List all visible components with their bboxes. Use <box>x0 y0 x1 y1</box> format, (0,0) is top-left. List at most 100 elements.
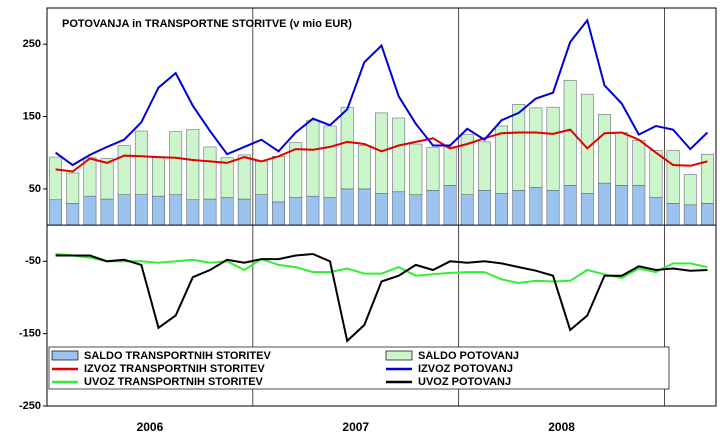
bar <box>357 145 371 190</box>
bar <box>477 190 491 226</box>
bar <box>254 161 268 195</box>
bar <box>169 131 183 195</box>
bar <box>512 103 526 191</box>
bar <box>237 154 251 200</box>
bar <box>134 130 148 195</box>
bar <box>323 197 337 226</box>
bar <box>546 190 560 226</box>
bar <box>700 203 714 226</box>
bar <box>392 117 406 193</box>
bar <box>220 197 234 226</box>
bar <box>529 107 543 188</box>
bar <box>169 194 183 226</box>
bar <box>323 125 337 198</box>
bar <box>512 190 526 226</box>
bar <box>460 134 474 195</box>
bar <box>203 198 217 226</box>
bar <box>529 187 543 226</box>
bar <box>83 157 97 197</box>
bar <box>649 150 663 198</box>
legend-box <box>48 346 670 390</box>
bar <box>649 197 663 226</box>
bar <box>134 194 148 226</box>
bar <box>306 195 320 226</box>
line-series <box>55 128 708 173</box>
bar <box>683 204 697 226</box>
bar <box>220 157 234 198</box>
bar <box>632 185 646 226</box>
bar <box>254 194 268 226</box>
legend-label: SALDO TRANSPORTNIH STORITEV <box>84 350 271 362</box>
bar <box>66 203 80 226</box>
bar <box>357 188 371 226</box>
bar <box>186 129 200 201</box>
bar <box>340 188 354 226</box>
bar <box>409 194 423 226</box>
legend-label: UVOZ TRANSPORTNIH STORITEV <box>84 376 264 388</box>
bar <box>340 106 354 190</box>
bar <box>495 193 509 226</box>
legend-label: IZVOZ POTOVANJ <box>418 363 513 375</box>
bar <box>152 195 165 226</box>
bar <box>306 119 320 197</box>
y-tick-label: -250 <box>19 400 41 412</box>
legend-swatch <box>51 350 79 361</box>
bar <box>563 185 577 226</box>
bar <box>409 143 423 195</box>
bar <box>203 146 217 200</box>
bar <box>49 156 63 201</box>
line-series <box>55 253 708 285</box>
bar <box>83 195 97 226</box>
bar <box>666 150 680 204</box>
legend-swatch <box>385 350 413 361</box>
bar <box>426 147 440 191</box>
line-series <box>55 252 708 343</box>
chart-title: POTOVANJA in TRANSPORTNE STORITVE (v mio… <box>62 18 352 30</box>
y-tick-label: 150 <box>23 110 41 122</box>
line-series <box>55 18 709 167</box>
bar <box>580 193 594 226</box>
bar <box>443 185 457 226</box>
y-tick-label: 250 <box>23 38 41 50</box>
legend-label: SALDO POTOVANJ <box>418 350 519 362</box>
bar <box>117 145 131 195</box>
bar <box>289 142 303 198</box>
bar <box>426 190 440 226</box>
bar <box>289 197 303 226</box>
legend-label: UVOZ POTOVANJ <box>418 376 511 388</box>
bar <box>632 140 646 186</box>
bar <box>186 199 200 226</box>
bar <box>460 194 474 226</box>
bar <box>598 182 611 226</box>
bar <box>49 199 63 226</box>
bar <box>375 112 388 194</box>
bar <box>152 157 165 197</box>
x-year-label: 2008 <box>548 420 575 434</box>
bar <box>546 106 560 191</box>
bar <box>563 80 577 186</box>
y-tick-label: 50 <box>29 183 41 195</box>
bar <box>477 141 491 191</box>
bar <box>700 153 714 204</box>
bar <box>392 191 406 226</box>
x-year-label: 2007 <box>342 420 369 434</box>
bar <box>666 203 680 226</box>
bar <box>272 156 286 203</box>
bar <box>117 194 131 226</box>
bar <box>100 198 114 226</box>
bar <box>683 174 697 206</box>
bar <box>237 198 251 226</box>
bar <box>443 146 457 186</box>
bar <box>100 158 114 200</box>
bar <box>615 132 629 186</box>
bar <box>495 125 509 194</box>
x-year-label: 2006 <box>137 420 164 434</box>
legend-label: IZVOZ TRANSPORTNIH STORITEV <box>84 363 265 375</box>
bar <box>66 172 80 204</box>
bar <box>272 201 286 226</box>
bar <box>598 114 611 184</box>
y-tick-label: -50 <box>25 255 41 267</box>
bar <box>375 193 388 226</box>
